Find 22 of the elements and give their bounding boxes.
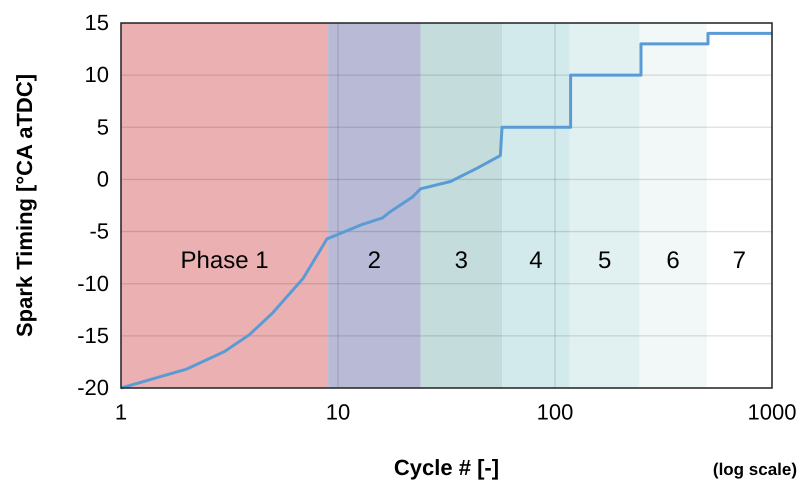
x-tick-label: 10	[326, 400, 350, 425]
y-tick-label: 5	[96, 114, 109, 140]
x-tick-label: 100	[536, 400, 574, 425]
y-tick-label: 0	[96, 166, 109, 192]
band-label: Phase 1	[180, 247, 269, 274]
y-tick-label: -10	[77, 270, 109, 296]
band-label: 3	[454, 247, 468, 274]
band-label: 2	[368, 247, 381, 274]
y-tick-label: -20	[77, 375, 109, 400]
y-axis-title: Spark Timing [°CA aTDC]	[12, 74, 37, 338]
y-tick-label: -15	[77, 322, 109, 348]
band-label: 5	[598, 247, 612, 274]
annotation: 7	[732, 247, 746, 274]
y-tick-label: 10	[84, 62, 109, 88]
y-tick-label: -5	[89, 218, 109, 244]
band-label: 4	[529, 247, 543, 274]
band-label: 6	[666, 247, 680, 274]
x-tick-label: 1	[114, 400, 128, 425]
x-axis-title: Cycle # [-]	[394, 455, 500, 480]
y-tick-label: 15	[84, 10, 109, 36]
x-tick-label: 1000	[748, 400, 796, 425]
text: (log scale)	[712, 460, 797, 479]
